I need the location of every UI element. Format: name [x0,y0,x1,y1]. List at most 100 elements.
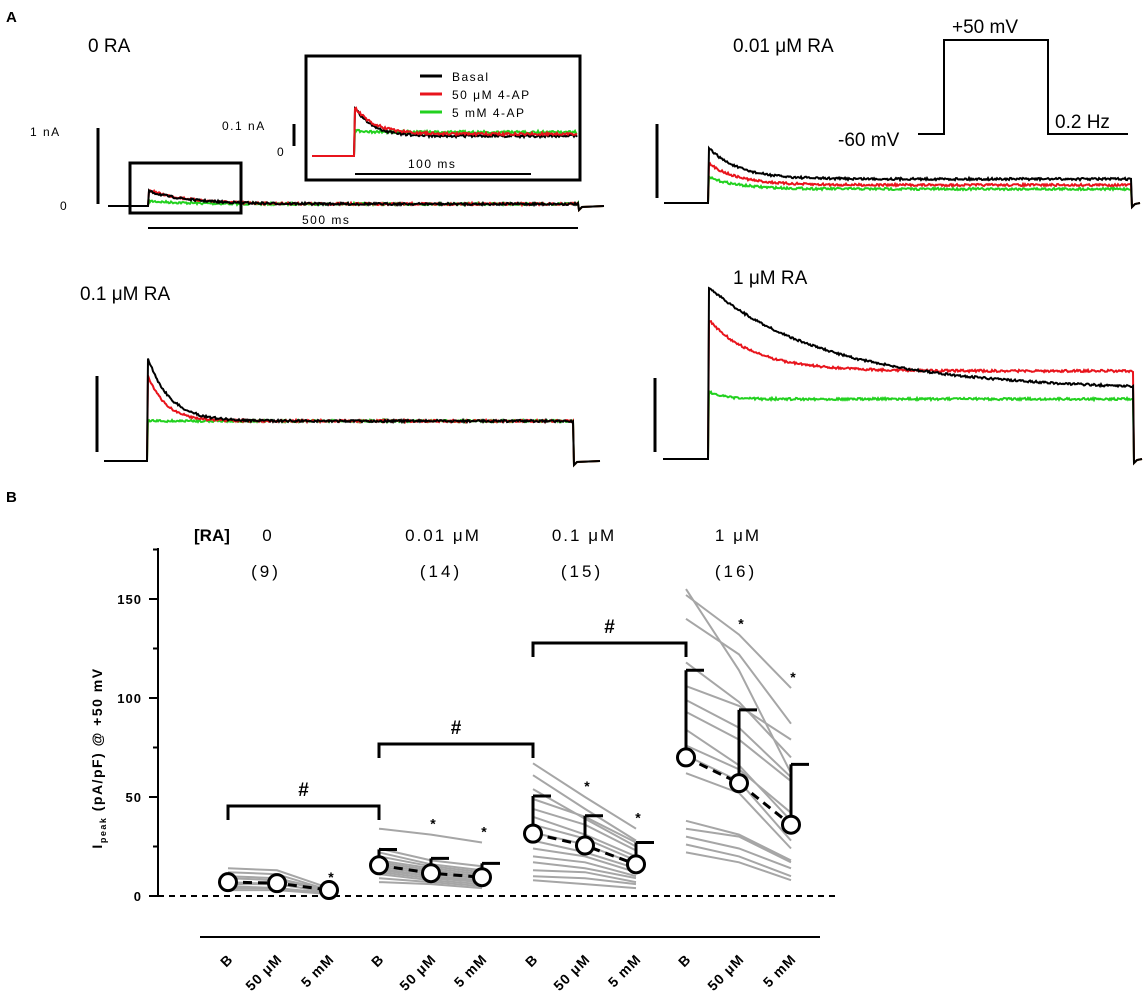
significance-star: * [328,869,334,885]
individual-cell-line [532,855,637,878]
inset-scale-label: 0.1 nA [222,119,266,133]
voltage-protocol [918,39,1128,135]
trace-plot-0.01ra [664,145,1141,210]
significance-star: * [790,669,796,685]
group-label: 0.1 μM [552,526,616,545]
individual-cell-line [227,867,330,890]
individual-cell-line [532,875,637,886]
x-category-label: 5 mM [451,951,490,990]
inset-box [304,54,582,182]
current-trace-basal [664,145,1141,210]
zero-label: 0 [60,199,68,213]
x-category-label: 5 mM [605,951,644,990]
individual-cell-line [532,774,637,842]
significance-star: * [481,824,487,840]
individual-cell-line [532,879,637,890]
trace-title-0.01ra: 0.01 μM RA [733,36,834,57]
significance-star: * [738,616,744,632]
mean-marker [421,863,441,884]
significance-star: * [635,810,641,826]
trace-plot-0.1ra [104,358,601,468]
significance-hash: # [451,718,462,739]
mean-marker [781,814,801,835]
trace-title-0ra: 0 RA [88,36,131,57]
mean-line [685,756,792,826]
scale-500ms-label: 500 ms [302,213,350,227]
scale-1na-label: 1 nA [30,125,61,139]
group-n-label: (9) [251,562,281,581]
group-label: 0 [262,526,273,545]
inset-traces [312,105,578,157]
individual-cell-line [378,827,483,844]
inset-time-label: 100 ms [408,157,456,171]
current-trace-ap5mm [664,173,1141,210]
y-tick-label: 100 [117,691,142,706]
individual-cell-line [685,835,792,870]
trace-plot-0ra [108,188,605,213]
x-category-label: 50 μM [550,951,593,994]
x-category-label: B [368,951,387,970]
mean-marker [523,823,543,844]
individual-cell-line [685,617,792,725]
x-category-label: 5 mM [760,951,799,990]
trace-plot-1ra [663,286,1143,466]
significance-bracket [531,641,688,657]
current-trace-ap5mm [663,387,1143,466]
y-tick-label: 0 [134,889,142,904]
mean-marker [575,835,595,856]
current-trace-basal [108,188,605,213]
current-trace-ap50 [664,161,1141,210]
mean-marker [267,873,287,894]
y-tick-label: 50 [126,790,142,805]
current-trace-ap50 [108,188,605,213]
x-category-label: B [675,951,694,970]
x-category-label: 5 mM [298,951,337,990]
ra-label: [RA] [194,526,230,545]
panel-a-letter: A [6,9,17,26]
individual-cell-line [532,861,637,880]
group-n-label: (15) [561,562,603,581]
mean-marker [319,880,339,901]
individual-cell-line [532,762,637,830]
x-category-label: B [522,951,541,970]
significance-hash: # [604,617,615,638]
significance-bracket [377,742,535,758]
inset-trace-ap50 [312,106,578,157]
significance-star: * [584,778,590,794]
legend-label-50um: 50 μM 4-AP [452,88,531,102]
individual-cell-line [532,869,637,884]
significance-star: * [430,816,436,832]
significance-bracket [226,804,381,820]
y-axis-label: Ipeak (pA/pF) @ +50 mV [89,667,108,848]
x-category-label: 50 μM [704,951,747,994]
zoom-box [128,161,243,215]
protocol-hold-label: -60 mV [838,130,900,151]
protocol-top-label: +50 mV [952,17,1018,38]
mean-marker [676,747,696,768]
group-n-label: (16) [715,562,757,581]
panel-b-letter: B [6,489,17,506]
protocol-freq-label: 0.2 Hz [1055,112,1110,133]
group-label: 1 μM [715,526,761,545]
individual-cell-line [685,851,792,882]
individual-cell-line [685,819,792,862]
individual-cell-line [685,685,792,741]
mean-marker [626,854,646,875]
current-trace-ap50 [663,318,1143,466]
current-trace-basal [104,358,601,468]
significance-hash: # [298,780,309,801]
x-category-label: B [217,951,236,970]
current-trace-basal [663,286,1143,466]
trace-title-1ra: 1 μM RA [733,268,808,289]
individual-cell-line [685,843,792,878]
individual-cell-line [685,827,792,864]
individual-cell-line [685,594,792,689]
legend-label-5mm: 5 mM 4-AP [452,106,526,120]
legend-label-basal: Basal [452,70,490,84]
summary-plot: 0 50 100 150 B 50 μM 5 mM B 50 μM 5 mM B 50 μM 5 mM B… [117,526,838,994]
group-n-label: (14) [420,562,462,581]
mean-marker [369,855,389,876]
inset-zero-label: 0 [277,145,285,159]
individual-cell-line [532,847,637,874]
